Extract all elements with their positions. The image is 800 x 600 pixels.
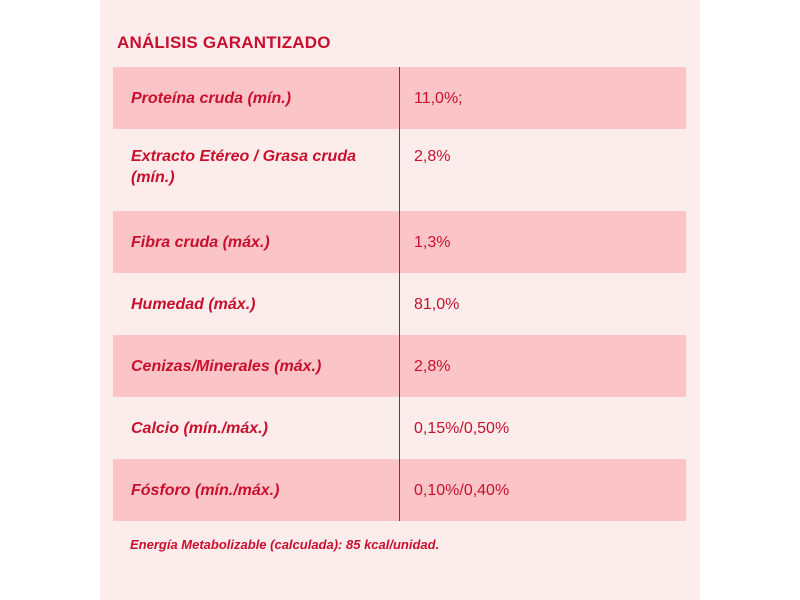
table-row: Cenizas/Minerales (máx.) 2,8% bbox=[113, 335, 686, 397]
row-value: 2,8% bbox=[414, 148, 451, 165]
row-value: 81,0% bbox=[414, 295, 460, 313]
row-value: 0,15%/0,50% bbox=[414, 419, 510, 437]
table-row: Fósforo (mín./máx.) 0,10%/0,40% bbox=[113, 459, 686, 521]
table-row: Humedad (máx.) 81,0% bbox=[113, 273, 686, 335]
row-label: Proteína cruda (mín.) bbox=[113, 67, 400, 129]
row-value: 0,10%/0,40% bbox=[414, 481, 510, 499]
row-label: Fósforo (mín./máx.) bbox=[113, 459, 400, 521]
row-value: 11,0%; bbox=[414, 89, 463, 107]
section-title: ANÁLISIS GARANTIZADO bbox=[117, 33, 331, 52]
row-label: Cenizas/Minerales (máx.) bbox=[113, 335, 400, 397]
table-row: Proteína cruda (mín.) 11,0%; bbox=[113, 67, 686, 129]
table-row: Extracto Etéreo / Grasa cruda (mín.) 2,8… bbox=[113, 129, 686, 211]
row-value: 2,8% bbox=[414, 357, 451, 375]
row-label: Calcio (mín./máx.) bbox=[113, 397, 400, 459]
energy-footnote: Energía Metabolizable (calculada): 85 kc… bbox=[130, 537, 440, 552]
nutrition-table: Proteína cruda (mín.) 11,0%; Extracto Et… bbox=[113, 67, 686, 521]
row-value: 1,3% bbox=[414, 233, 451, 251]
row-label: Humedad (máx.) bbox=[113, 273, 400, 335]
row-label: Fibra cruda (máx.) bbox=[113, 211, 400, 273]
table-row: Fibra cruda (máx.) 1,3% bbox=[113, 211, 686, 273]
table-row: Calcio (mín./máx.) 0,15%/0,50% bbox=[113, 397, 686, 459]
row-label: Extracto Etéreo / Grasa cruda (mín.) bbox=[113, 129, 400, 211]
